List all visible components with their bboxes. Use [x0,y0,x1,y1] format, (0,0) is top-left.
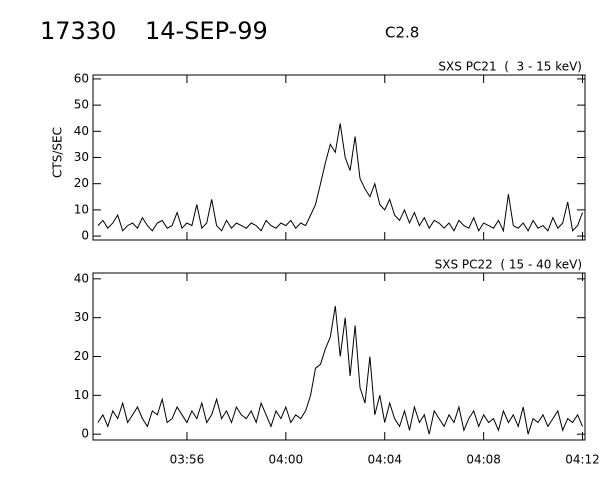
x-tick-label: 04:04 [367,453,402,467]
y-tick-label: 40 [74,124,89,138]
panel-title: SXS PC21 ( 3 - 15 keV) [438,60,582,74]
y-tick-label: 10 [74,202,89,216]
y-tick-label: 20 [74,176,89,190]
y-tick-label: 20 [74,349,89,363]
y-tick-label: 50 [74,98,89,112]
y-tick-label: 60 [74,71,89,85]
panel-title: SXS PC22 ( 15 - 40 keV) [435,258,582,272]
event-id: 17330 [40,17,116,45]
x-tick-label: 04:00 [269,453,304,467]
plot-frame [92,272,586,441]
y-tick-label: 40 [74,271,89,285]
y-tick-label: 0 [81,229,89,243]
x-tick-label: 03:56 [170,453,205,467]
x-tick-label: 04:12 [565,453,600,467]
y-tick-label: 0 [81,427,89,441]
flare-class: C2.8 [385,24,419,42]
y-tick-label: 10 [74,388,89,402]
data-line [97,305,583,435]
y-tick-label: 30 [74,310,89,324]
y-axis-label: CTS/SEC [51,127,65,178]
event-date: 14-SEP-99 [145,17,268,45]
x-tick-label: 04:08 [466,453,501,467]
y-tick-label: 30 [74,150,89,164]
data-line [97,123,583,233]
